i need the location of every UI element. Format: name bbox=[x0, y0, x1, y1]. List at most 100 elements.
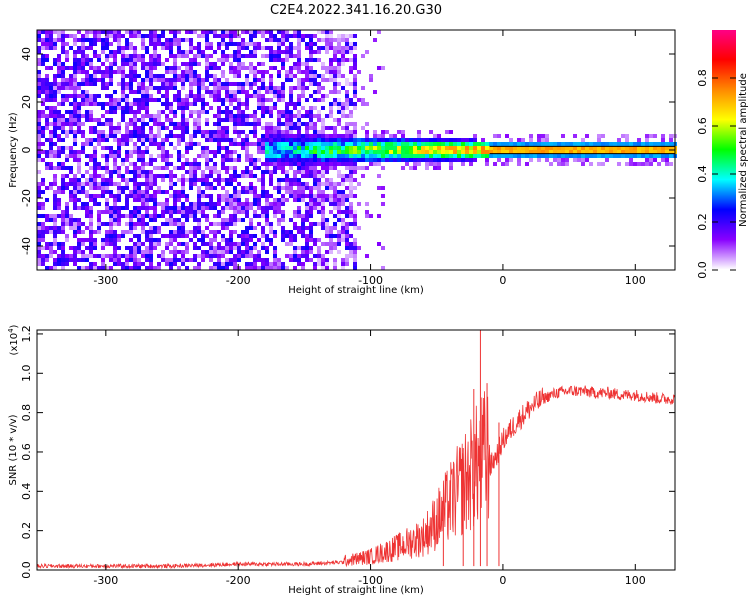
spectrogram-cell bbox=[77, 82, 81, 86]
colorbar-band bbox=[712, 52, 736, 55]
spectrogram-cell bbox=[261, 134, 265, 138]
spectrogram-cell bbox=[313, 170, 317, 174]
spectrogram-cell bbox=[393, 158, 397, 162]
spectrogram-cell bbox=[73, 130, 77, 134]
spectrogram-cell bbox=[301, 222, 305, 226]
spectrogram-cell bbox=[589, 154, 593, 158]
spectrogram-cell bbox=[309, 126, 313, 130]
spectrogram-cell bbox=[125, 42, 129, 46]
spectrogram-cell bbox=[265, 266, 269, 270]
spectrogram-cell bbox=[49, 150, 53, 154]
spectrogram-cell bbox=[177, 106, 181, 110]
spectrogram-cell bbox=[309, 166, 313, 170]
spectrogram-cell bbox=[309, 58, 313, 62]
colorbar-band bbox=[712, 132, 736, 135]
spectrogram-cell bbox=[281, 186, 285, 190]
spectrogram-cell bbox=[133, 118, 137, 122]
spectrogram-cell bbox=[229, 138, 233, 142]
spectrogram-cell bbox=[109, 242, 113, 246]
spectrogram-cell bbox=[77, 58, 81, 62]
spectrogram-cell bbox=[121, 234, 125, 238]
spectrogram-cell bbox=[337, 82, 341, 86]
spectrogram-cell bbox=[249, 66, 253, 70]
spectrogram-cell bbox=[345, 114, 349, 118]
spectrogram-cell bbox=[101, 38, 105, 42]
spectrogram-cell bbox=[329, 46, 333, 50]
spectrogram-cell bbox=[357, 182, 361, 186]
spectrogram-cell bbox=[49, 242, 53, 246]
spectrogram-cell bbox=[405, 158, 409, 162]
spectrogram-x-tick-label: 0 bbox=[499, 274, 506, 287]
spectrogram-cell bbox=[445, 142, 449, 146]
colorbar-band bbox=[712, 90, 736, 93]
colorbar-band bbox=[712, 110, 736, 113]
spectrogram-cell bbox=[273, 142, 277, 146]
spectrogram-cell bbox=[53, 122, 57, 126]
spectrogram-cell bbox=[293, 146, 297, 150]
spectrogram-cell bbox=[349, 246, 353, 250]
spectrogram-cell bbox=[57, 146, 61, 150]
spectrogram-cell bbox=[129, 210, 133, 214]
colorbar-band bbox=[712, 250, 736, 253]
spectrogram-cell bbox=[249, 170, 253, 174]
spectrogram-cell bbox=[381, 202, 385, 206]
spectrogram-cell bbox=[181, 134, 185, 138]
spectrogram-cell bbox=[517, 142, 521, 146]
spectrogram-cell bbox=[249, 190, 253, 194]
spectrogram-cell bbox=[565, 146, 569, 150]
spectrogram-cell bbox=[81, 130, 85, 134]
spectrogram-cell bbox=[337, 58, 341, 62]
spectrogram-cell bbox=[493, 162, 497, 166]
spectrogram-cell bbox=[141, 62, 145, 66]
spectrogram-cell bbox=[225, 250, 229, 254]
colorbar-band bbox=[712, 74, 736, 77]
spectrogram-cell bbox=[353, 154, 357, 158]
spectrogram-cell bbox=[309, 194, 313, 198]
spectrogram-cell bbox=[73, 74, 77, 78]
spectrogram-cell bbox=[209, 170, 213, 174]
spectrogram-cell bbox=[61, 74, 65, 78]
spectrogram-cell bbox=[321, 206, 325, 210]
spectrogram-cell bbox=[309, 42, 313, 46]
spectrogram-cell bbox=[249, 50, 253, 54]
spectrogram-cell bbox=[309, 38, 313, 42]
spectrogram-cell bbox=[141, 46, 145, 50]
spectrogram-cell bbox=[117, 66, 121, 70]
spectrogram-cell bbox=[61, 30, 65, 34]
spectrogram-cell bbox=[289, 234, 293, 238]
spectrogram-cell bbox=[465, 158, 469, 162]
spectrogram-cell bbox=[117, 210, 121, 214]
spectrogram-cell bbox=[289, 54, 293, 58]
spectrogram-cell bbox=[549, 146, 553, 150]
spectrogram-cell bbox=[229, 154, 233, 158]
spectrogram-cell bbox=[49, 226, 53, 230]
spectrogram-cell bbox=[377, 214, 381, 218]
spectrogram-cell bbox=[273, 102, 277, 106]
spectrogram-cell bbox=[185, 102, 189, 106]
spectrogram-cell bbox=[313, 142, 317, 146]
spectrogram-cell bbox=[173, 262, 177, 266]
colorbar-label: Normalized spectral amplitude bbox=[738, 73, 749, 227]
spectrogram-cell bbox=[169, 182, 173, 186]
spectrogram-cell bbox=[597, 138, 601, 142]
spectrogram-cell bbox=[265, 162, 269, 166]
spectrogram-cell bbox=[85, 90, 89, 94]
spectrogram-cell bbox=[233, 150, 237, 154]
spectrogram-cell bbox=[601, 146, 605, 150]
spectrogram-cell bbox=[193, 246, 197, 250]
spectrogram-cell bbox=[205, 234, 209, 238]
spectrogram-cell bbox=[249, 226, 253, 230]
spectrogram-cell bbox=[41, 222, 45, 226]
spectrogram-cell bbox=[69, 122, 73, 126]
spectrogram-cell bbox=[493, 150, 497, 154]
spectrogram-cell bbox=[437, 146, 441, 150]
spectrogram-cell bbox=[45, 150, 49, 154]
colorbar-band bbox=[712, 170, 736, 173]
spectrogram-cell bbox=[101, 258, 105, 262]
spectrogram-cell bbox=[181, 254, 185, 258]
spectrogram-cell bbox=[277, 198, 281, 202]
spectrogram-cell bbox=[205, 182, 209, 186]
spectrogram-cell bbox=[513, 146, 517, 150]
spectrogram-cell bbox=[637, 162, 641, 166]
spectrogram-cell bbox=[153, 178, 157, 182]
